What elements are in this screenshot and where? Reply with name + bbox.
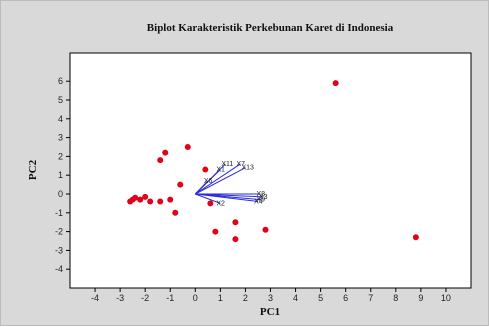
x-tick-label: 4	[293, 293, 298, 303]
loading-vectors	[194, 163, 264, 204]
y-tick-label: -3	[55, 245, 63, 255]
y-axis-title: PC2	[27, 159, 39, 180]
loading-label-x4: X4	[254, 199, 263, 206]
data-point	[142, 193, 149, 200]
x-tick-label: 3	[268, 293, 273, 303]
data-point	[207, 200, 214, 207]
loading-vector-x13	[195, 167, 246, 195]
loading-vector-x6	[194, 180, 209, 195]
data-point	[132, 194, 139, 201]
loading-label-x13: X13	[241, 165, 254, 172]
loading-vector-x4	[195, 193, 259, 203]
y-tick-label: 0	[58, 189, 63, 199]
data-point	[412, 234, 419, 241]
loading-label-x1: X1	[216, 167, 225, 174]
loading-label-x2: X2	[216, 200, 225, 207]
loading-label-x9: X9	[256, 197, 265, 204]
loading-label-x6: X6	[204, 178, 213, 185]
x-tick-label: 5	[318, 293, 323, 303]
x-axis-title: PC1	[260, 306, 280, 318]
x-tick-label: -1	[166, 293, 174, 303]
plot-area	[69, 52, 472, 289]
y-tick-label: 3	[58, 133, 63, 143]
data-point	[137, 196, 144, 203]
data-point	[184, 144, 191, 150]
data-point	[262, 226, 269, 233]
x-tick-label: 1	[218, 293, 223, 303]
data-point	[162, 149, 169, 156]
y-tick-label: 2	[58, 151, 63, 161]
x-tick-label: -2	[141, 293, 149, 303]
data-point	[177, 181, 184, 188]
y-tick-label: 6	[58, 76, 63, 86]
axis-ticks: -4 -3 -2 -1 0 1 2 3 4 5 6 7 8 9 10 -4 -3 -2 -1 0 1 2 3 4 5 6	[55, 76, 451, 303]
data-point	[202, 166, 209, 173]
loading-vector-x7	[195, 163, 241, 195]
data-point	[157, 157, 164, 164]
loading-label-x8: X8	[256, 191, 265, 198]
score-points	[127, 80, 419, 243]
x-tick-label: 6	[343, 293, 348, 303]
data-point	[147, 198, 154, 205]
y-tick-label: -2	[55, 227, 63, 237]
x-tick-label: 9	[418, 293, 423, 303]
loading-vector-x2	[195, 193, 221, 204]
x-tick-label: 0	[193, 293, 198, 303]
data-point	[232, 219, 239, 226]
y-tick-label: 1	[58, 170, 63, 180]
chart-title: Biplot Karakteristik Perkebunan Karet di…	[147, 22, 394, 34]
loading-label-x11: X11	[221, 161, 233, 168]
x-tick-label: -3	[116, 293, 124, 303]
x-tick-label: 2	[243, 293, 248, 303]
loading-label-x3: X3	[259, 194, 268, 201]
data-point	[212, 228, 219, 235]
x-tick-label: -4	[91, 293, 99, 303]
loading-label-x7: X7	[236, 161, 245, 168]
loading-vector-x3	[195, 193, 264, 198]
x-tick-label: 8	[393, 293, 398, 303]
data-point	[172, 209, 179, 216]
data-point	[157, 198, 164, 205]
y-tick-label: -4	[55, 264, 63, 274]
data-point	[167, 196, 174, 203]
x-tick-label: 7	[368, 293, 373, 303]
data-point	[332, 80, 339, 87]
y-tick-label: 4	[58, 114, 63, 124]
y-tick-label: 5	[58, 95, 63, 105]
x-tick-label: 10	[441, 293, 451, 303]
data-point	[232, 236, 239, 243]
y-tick-label: -1	[55, 208, 63, 218]
